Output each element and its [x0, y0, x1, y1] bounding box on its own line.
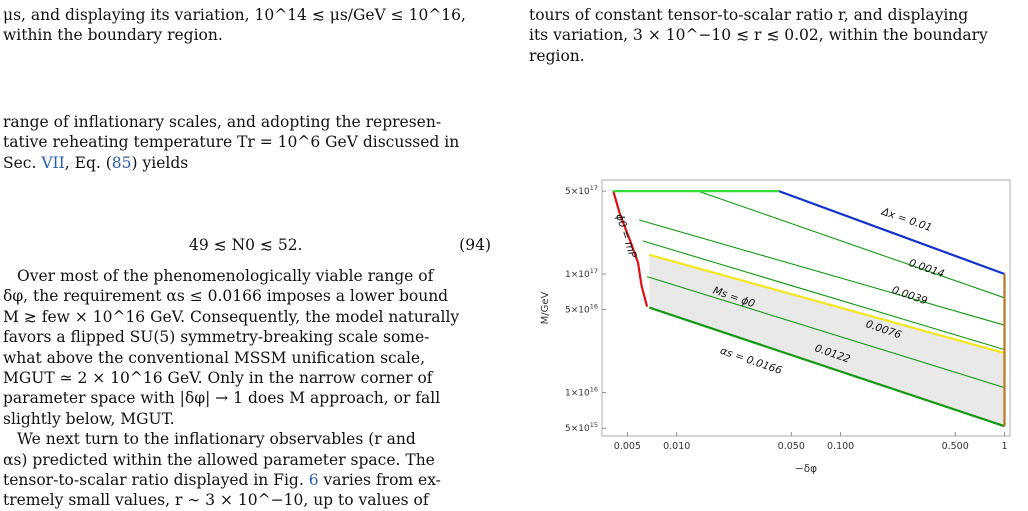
contour-lines — [639, 190, 1005, 389]
y-tick-exponent: 15 — [590, 421, 598, 429]
text-line: μs, and displaying its variation, 10^14 … — [3, 6, 466, 24]
y-tick-exponent: 16 — [590, 303, 598, 311]
plot-frame — [601, 179, 1011, 437]
annotation-label: 0.0014 — [907, 257, 946, 280]
paragraph-3: We next turn to the inflationary observa… — [3, 429, 491, 511]
text-line: Sec. — [3, 153, 42, 172]
text-line: , Eq. ( — [64, 153, 112, 172]
contour-line — [642, 240, 1005, 351]
boundary-line — [649, 253, 1005, 355]
paragraph-2: Over most of the phenomenologically viab… — [3, 266, 491, 429]
equation-94: 49 ≲ N0 ≲ 52. (94) — [3, 236, 491, 258]
y-tick-exponent: 17 — [590, 184, 598, 192]
text-line: what above the conventional MSSM unifica… — [3, 348, 426, 367]
left-column-body-2: Over most of the phenomenologically viab… — [3, 266, 491, 511]
contour-line — [697, 190, 1005, 299]
y-tick-exponent: 16 — [590, 386, 598, 394]
text-line: its variation, 3 × 10^−10 ≲ r ≲ 0.02, wi… — [529, 26, 988, 45]
equation-body: 49 ≲ N0 ≲ 52. — [189, 236, 303, 254]
x-tick-label: 0.500 — [942, 441, 969, 452]
x-tick-label: 0.100 — [827, 441, 854, 452]
right-column: tours of constant tensor-to-scalar ratio… — [529, 5, 1023, 66]
caption-tail: tours of constant tensor-to-scalar ratio… — [529, 5, 1023, 66]
text-line: tremely small values, r ∼ 3 × 10^−10, up… — [3, 491, 429, 510]
figure-link[interactable]: 6 — [308, 471, 319, 490]
text-line: favors a flipped SU(5) symmetry-breaking… — [3, 328, 430, 347]
contour-line — [639, 219, 1005, 326]
y-tick-label: 5×1015 — [565, 421, 598, 434]
text-line: tative reheating temperature Tr = 10^6 G… — [3, 133, 460, 152]
section-link[interactable]: VII — [41, 153, 65, 172]
text-line: M ≳ few × 10^16 GeV. Consequently, the m… — [3, 307, 460, 326]
y-tick-label: 5×1017 — [565, 184, 598, 197]
left-column: μs, and displaying its variation, 10^14 … — [3, 5, 491, 46]
y-tick-label: 1×1017 — [565, 267, 598, 280]
text-line: within the boundary region. — [3, 26, 223, 45]
x-tick-label: 0.005 — [614, 441, 641, 452]
annotation-label: 0.0039 — [890, 284, 929, 307]
parameter-space-chart: 0.005 0.010 0.050 0.100 0.500 1 5×10151×10165… — [540, 179, 1011, 475]
annotation-label: ϕ0 = mP — [613, 212, 639, 260]
text-line: varies from ex- — [318, 471, 441, 490]
boundary-line — [778, 190, 1005, 276]
x-axis-label: −δφ — [795, 463, 817, 475]
y-tick-label: 1×1016 — [565, 386, 598, 399]
contour-line — [646, 276, 1005, 389]
shaded-region — [649, 254, 1005, 427]
text-line: We next turn to the inflationary observa… — [17, 430, 416, 449]
boundary-line — [648, 306, 1005, 428]
text-line: tensor-to-scalar ratio displayed in Fig. — [3, 471, 309, 490]
y-tick-label: 5×1016 — [565, 303, 598, 316]
text-line: region. — [529, 46, 585, 65]
text-line: ) yields — [131, 153, 189, 172]
text-line: parameter space with |δφ| → 1 does M app… — [3, 389, 441, 408]
equation-number: (94) — [459, 236, 491, 254]
boundary-line — [612, 190, 649, 307]
x-tick-label: 1 — [1001, 441, 1007, 452]
text-line: αs) predicted within the allowed paramet… — [3, 450, 435, 469]
text-line: δφ, the requirement αs ≤ 0.0166 imposes … — [3, 287, 449, 306]
text-line: range of inflationary scales, and adopti… — [3, 113, 442, 131]
y-tick-exponent: 17 — [590, 267, 598, 275]
text-line: MGUT ≃ 2 × 10^16 GeV. Only in the narrow… — [3, 369, 433, 388]
text-line: tours of constant tensor-to-scalar ratio… — [529, 6, 969, 24]
paragraph-top: μs, and displaying its variation, 10^14 … — [3, 5, 491, 46]
y-axis: 5×1015 1×1016 5×1016 1×1017 5×1017 — [565, 184, 606, 434]
x-tick-label: 0.010 — [663, 441, 690, 452]
y-axis-label: M/GeV — [540, 291, 551, 324]
paragraph-1: range of inflationary scales, and adopti… — [3, 112, 491, 173]
text-line: slightly below, MGUT. — [3, 409, 175, 428]
equation-link[interactable]: 85 — [111, 153, 132, 172]
x-axis: 0.005 0.010 0.050 0.100 0.500 1 — [614, 432, 1008, 452]
left-column-body: range of inflationary scales, and adopti… — [3, 112, 491, 173]
boundary-lines — [612, 190, 1006, 428]
text-line: Over most of the phenomenologically viab… — [17, 267, 434, 285]
x-tick-label: 0.050 — [778, 441, 805, 452]
